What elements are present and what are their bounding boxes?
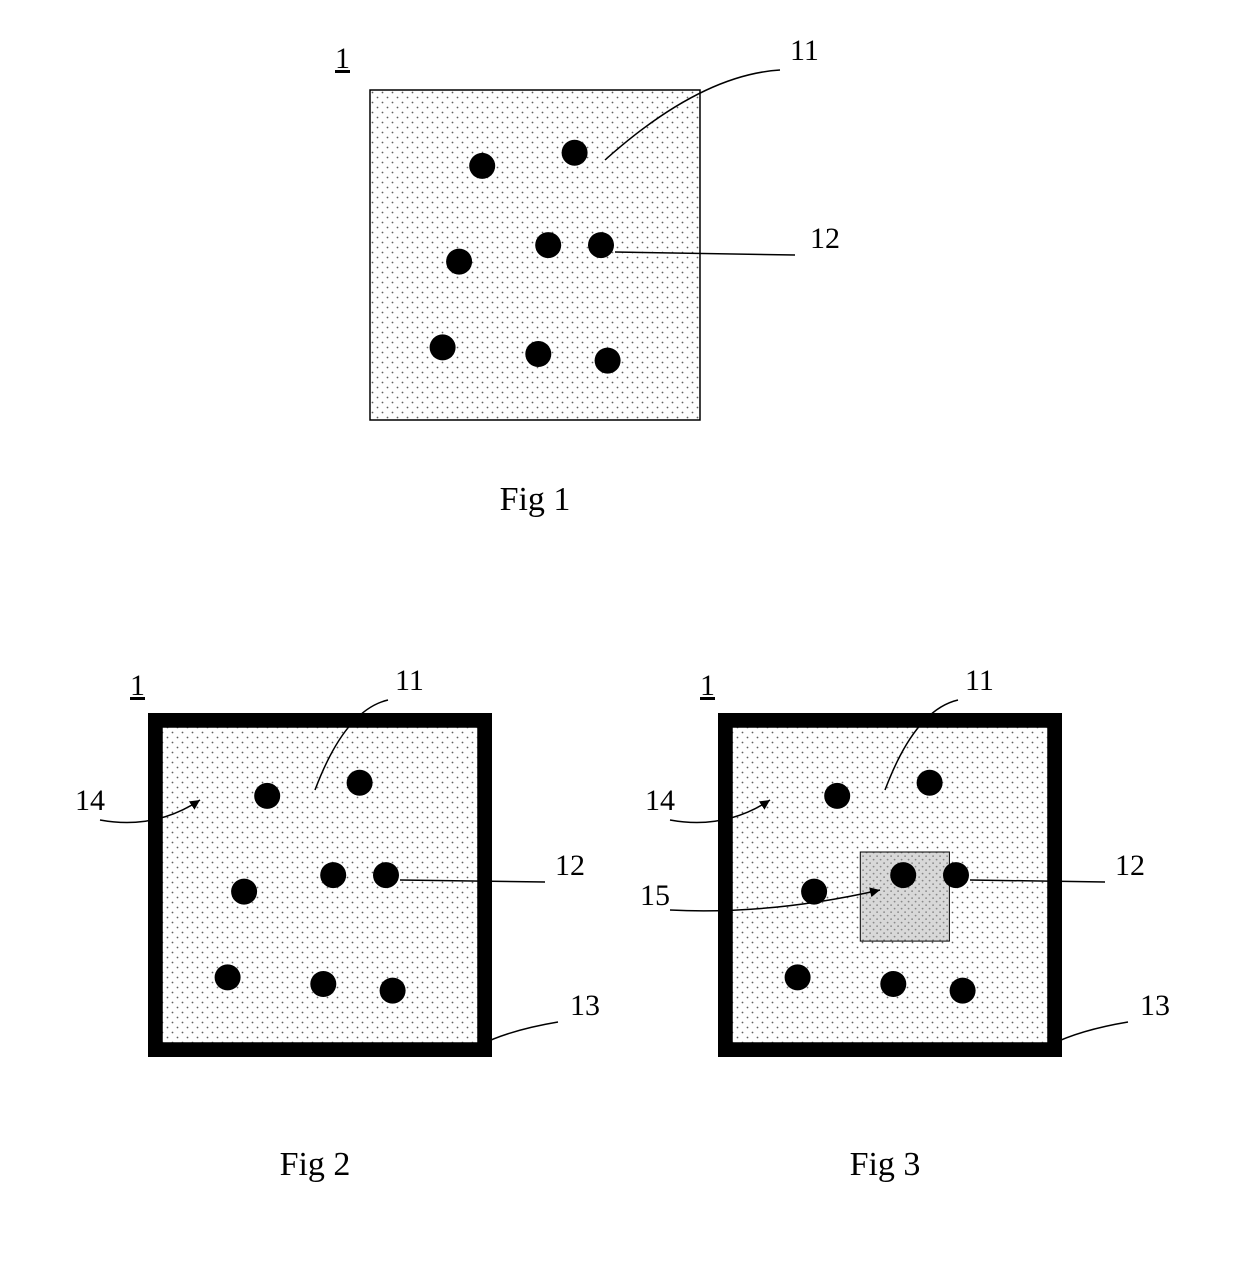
particle-dot [785, 964, 811, 990]
particle-dot [824, 783, 850, 809]
matrix-area [370, 90, 700, 420]
particle-dot [890, 862, 916, 888]
particle-dot [595, 348, 621, 374]
particle-dot [347, 770, 373, 796]
callout-label: 13 [1140, 989, 1170, 1022]
particle-dot [310, 971, 336, 997]
particle-dot [215, 964, 241, 990]
callout-label: 11 [965, 664, 994, 697]
callout-label: 14 [75, 784, 105, 817]
fig3: 11114151213Fig 3 [640, 664, 1170, 1183]
particle-dot [446, 249, 472, 275]
particle-dot [588, 232, 614, 258]
figure-ref: 1 [130, 669, 145, 702]
callout-label: 11 [395, 664, 424, 697]
particle-dot [231, 879, 257, 905]
figure-caption: Fig 1 [500, 481, 571, 518]
particle-dot [469, 153, 495, 179]
figure-ref: 1 [335, 42, 350, 75]
callout-label: 12 [555, 849, 585, 882]
particle-dot [917, 770, 943, 796]
callout-label: 12 [1115, 849, 1145, 882]
particle-dot [254, 783, 280, 809]
fig2: 111141213Fig 2 [75, 664, 600, 1183]
callout-label: 12 [810, 222, 840, 255]
particle-dot [430, 334, 456, 360]
particle-dot [562, 140, 588, 166]
particle-dot [380, 978, 406, 1004]
particle-dot [943, 862, 969, 888]
particle-dot [950, 978, 976, 1004]
particle-dot [320, 862, 346, 888]
particle-dot [535, 232, 561, 258]
figure-ref: 1 [700, 669, 715, 702]
callout-label: 11 [790, 34, 819, 67]
figure-caption: Fig 2 [280, 1146, 351, 1183]
particle-dot [373, 862, 399, 888]
callout-label: 15 [640, 879, 670, 912]
callout-label: 14 [645, 784, 675, 817]
particle-dot [880, 971, 906, 997]
fig1: 11112Fig 1 [335, 34, 840, 518]
callout-label: 13 [570, 989, 600, 1022]
figure-caption: Fig 3 [850, 1146, 921, 1183]
particle-dot [525, 341, 551, 367]
